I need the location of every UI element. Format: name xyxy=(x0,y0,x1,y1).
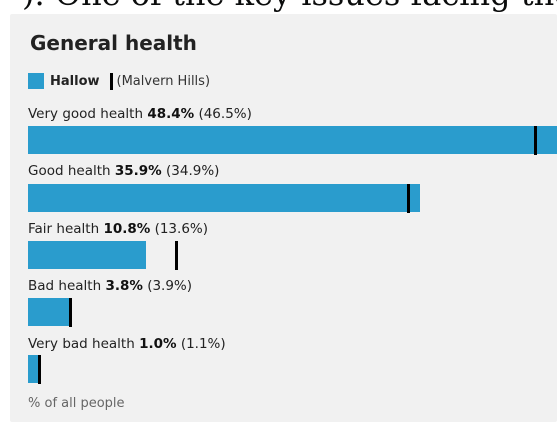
comparison-label: (3.9%) xyxy=(147,278,193,294)
row-label: Bad health 3.8% (3.9%) xyxy=(28,278,192,294)
value-label: 3.8% xyxy=(105,278,143,294)
marker-malvern-hills xyxy=(534,126,537,155)
bar-hallow xyxy=(28,126,557,154)
value-label: 48.4% xyxy=(147,106,195,122)
legend-comparison-marker xyxy=(109,72,113,90)
value-label: 35.9% xyxy=(114,163,162,179)
category-label: Very bad health xyxy=(28,336,135,352)
legend-comparison-label: (Malvern Hills) xyxy=(116,73,211,89)
bar-hallow xyxy=(28,355,39,383)
bar-hallow xyxy=(28,184,420,212)
comparison-label: (46.5%) xyxy=(198,106,252,122)
general-health-chart: General health Hallow (Malvern Hills) Ve… xyxy=(10,14,557,422)
comparison-label: (34.9%) xyxy=(166,163,220,179)
comparison-label: (13.6%) xyxy=(154,221,208,237)
category-label: Good health xyxy=(28,163,111,179)
row-label: Very bad health 1.0% (1.1%) xyxy=(28,336,226,352)
marker-malvern-hills xyxy=(175,241,178,270)
legend-area-swatch xyxy=(28,73,44,89)
marker-malvern-hills xyxy=(407,184,410,213)
row-label: Fair health 10.8% (13.6%) xyxy=(28,221,208,237)
category-label: Fair health xyxy=(28,221,100,237)
row-label: Good health 35.9% (34.9%) xyxy=(28,163,219,179)
legend-area-label: Hallow xyxy=(50,73,100,89)
marker-malvern-hills xyxy=(38,355,41,384)
value-label: 10.8% xyxy=(103,221,151,237)
comparison-label: (1.1%) xyxy=(180,336,226,352)
bar-hallow xyxy=(28,298,70,326)
value-label: 1.0% xyxy=(139,336,177,352)
chart-footer: % of all people xyxy=(28,396,125,411)
category-label: Bad health xyxy=(28,278,102,294)
category-label: Very good health xyxy=(28,106,144,122)
bar-hallow xyxy=(28,241,146,269)
row-label: Very good health 48.4% (46.5%) xyxy=(28,106,252,122)
page-header-fragment: ). One of the key issues facing the xyxy=(22,0,557,14)
chart-legend: Hallow (Malvern Hills) xyxy=(28,72,210,90)
marker-malvern-hills xyxy=(69,298,72,327)
chart-title: General health xyxy=(30,31,197,55)
